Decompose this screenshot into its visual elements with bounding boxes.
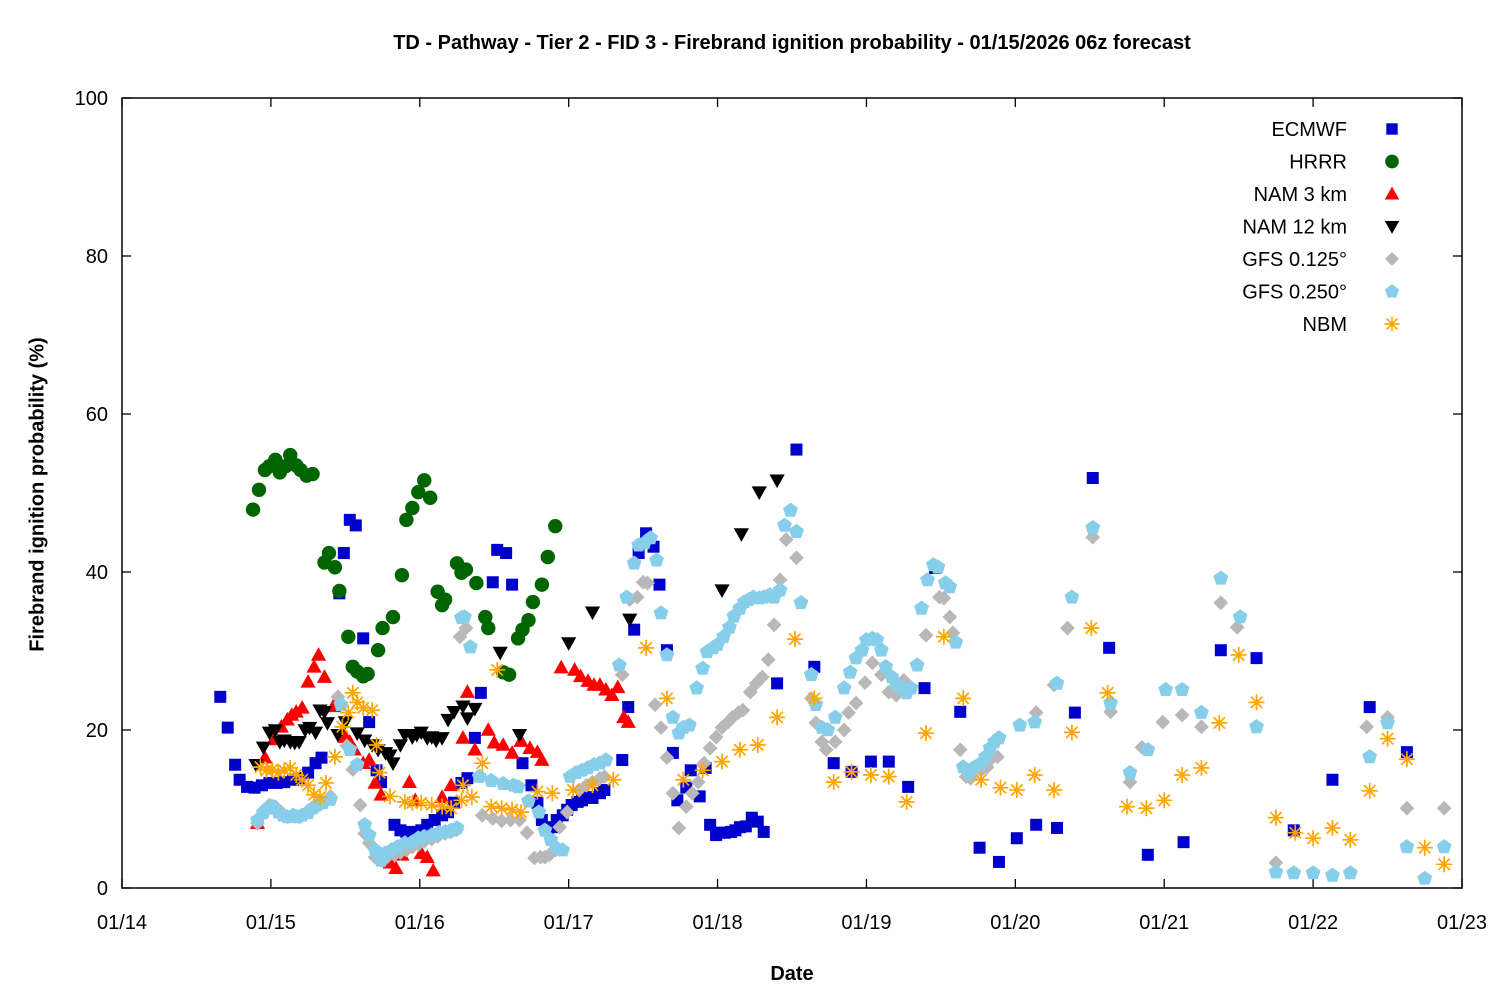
y-axis-label: Firebrand ignition probability (%): [26, 337, 49, 652]
x-tick-label: 01/21: [1139, 912, 1189, 934]
x-tick-label: 01/19: [841, 912, 891, 934]
legend-marker-triangle-up-icon: [1384, 186, 1400, 200]
legend-item-hrrr: HRRR: [1289, 152, 1399, 174]
x-tick-label: 01/22: [1288, 912, 1338, 934]
legend-label: NBM: [1303, 314, 1347, 336]
legend-label: GFS 0.125°: [1242, 249, 1347, 271]
legend: ECMWF HRRR NAM 3 km NAM 12 km GFS 0.125° GFS …: [1242, 119, 1400, 336]
legend-marker-pentagon-icon: [1385, 284, 1399, 298]
legend-label: ECMWF: [1271, 119, 1347, 141]
legend-marker-asterisk-icon: [1384, 316, 1400, 332]
x-tick-label: 01/18: [693, 912, 743, 934]
x-tick-label: 01/15: [246, 912, 296, 934]
x-tick-label: 01/14: [97, 912, 147, 934]
legend-marker-triangle-down-icon: [1384, 220, 1400, 234]
series-nam-12-km: [248, 474, 785, 773]
y-tick-label: 40: [86, 562, 108, 584]
chart-title: TD - Pathway - Tier 2 - FID 3 - Firebran…: [393, 32, 1191, 54]
legend-item-nam-3-km: NAM 3 km: [1254, 184, 1400, 206]
x-tick-label: 01/17: [544, 912, 594, 934]
series-hrrr: [245, 447, 563, 684]
x-tick-label: 01/23: [1437, 912, 1487, 934]
legend-item-nbm: NBM: [1303, 314, 1400, 336]
plot-border: [121, 97, 1463, 889]
y-tick-label: 60: [86, 404, 108, 426]
legend-item-ecmwf: ECMWF: [1271, 119, 1398, 141]
legend-label: HRRR: [1289, 152, 1347, 174]
series-nbm: [252, 620, 1453, 873]
legend-marker-diamond-icon: [1384, 251, 1400, 267]
legend-label: GFS 0.250°: [1242, 282, 1347, 304]
legend-item-gfs-0-125-: GFS 0.125°: [1242, 249, 1400, 271]
y-tick-label: 20: [86, 720, 108, 742]
series-nam-3-km: [249, 647, 636, 877]
x-axis-label: Date: [770, 963, 814, 985]
legend-label: NAM 3 km: [1254, 184, 1347, 206]
y-tick-label: 80: [86, 246, 108, 268]
x-tick-label: 01/16: [395, 912, 445, 934]
legend-label: NAM 12 km: [1243, 217, 1347, 239]
y-tick-label: 100: [75, 88, 108, 110]
legend-item-nam-12-km: NAM 12 km: [1243, 217, 1400, 239]
x-tick-label: 01/20: [990, 912, 1040, 934]
legend-marker-circle-icon: [1385, 154, 1399, 169]
y-tick-label: 0: [97, 878, 108, 900]
legend-marker-square-icon: [1386, 123, 1398, 135]
legend-item-gfs-0-250-: GFS 0.250°: [1242, 282, 1399, 304]
series-gfs-0-250-: [250, 502, 1452, 885]
